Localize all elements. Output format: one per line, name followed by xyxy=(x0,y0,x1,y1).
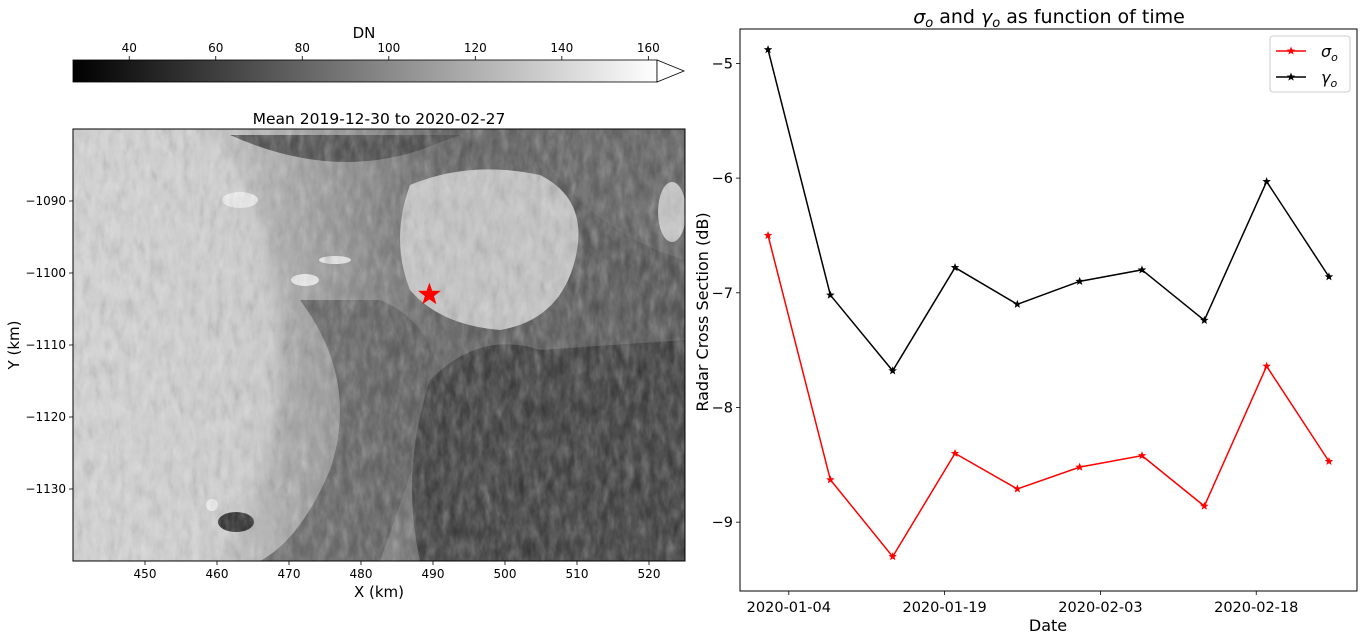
data-point-sigma xyxy=(1324,456,1334,466)
colorbar: DN 40 60 80 100 120 140 160 xyxy=(72,24,686,83)
line-x-tick-label: 2020-01-04 xyxy=(747,600,831,616)
data-point-gamma xyxy=(950,263,960,272)
data-point-sigma xyxy=(1200,501,1209,510)
title-sigma-sub: o xyxy=(925,16,933,31)
left-panel: DN 40 60 80 100 120 140 160 Mean 2019-12-30 to… xyxy=(5,24,686,601)
data-point-gamma xyxy=(1262,177,1271,186)
line-y-tick-label: −8 xyxy=(712,400,733,416)
series-line-gamma xyxy=(767,49,1330,373)
line-x-axis-label: Date xyxy=(1029,616,1067,635)
line-x-tick-label: 2020-02-03 xyxy=(1058,600,1142,616)
image-y-tick-label: −1100 xyxy=(25,266,66,280)
colorbar-tick-label: 120 xyxy=(464,41,487,55)
right-panel: σo and γo as function of time −5−6−7−8−9… xyxy=(693,6,1358,635)
colorbar-tick-label: 100 xyxy=(377,41,400,55)
colorbar-tick-label: 80 xyxy=(295,41,310,55)
legend-label-sigma: σo xyxy=(1321,42,1338,64)
image-x-tick-label: 460 xyxy=(206,567,229,581)
data-point-gamma xyxy=(826,290,835,299)
data-point-sigma xyxy=(826,475,835,484)
image-x-tick-label: 450 xyxy=(134,567,157,581)
line-y-axis-label: Radar Cross Section (dB) xyxy=(693,212,712,411)
title-gamma: γ xyxy=(981,6,994,28)
image-x-axis-label: X (km) xyxy=(354,583,404,601)
line-x-tick-label: 2020-02-18 xyxy=(1214,600,1298,616)
image-y-tick-label: −1120 xyxy=(25,410,66,424)
image-x-tick-label: 490 xyxy=(422,567,445,581)
colorbar-tick-label: 40 xyxy=(122,41,137,55)
colorbar-tick-label: 60 xyxy=(208,41,223,55)
line-y-tick-label: −5 xyxy=(712,56,733,72)
series-line-sigma xyxy=(767,235,1330,558)
line-y-tick-label: −6 xyxy=(712,171,733,187)
line-x-tick-label: 2020-01-19 xyxy=(902,600,986,616)
colorbar-tick-label: 160 xyxy=(637,41,660,55)
data-point-sigma xyxy=(888,552,897,561)
legend-label-gamma: γo xyxy=(1321,68,1337,90)
image-y-axis-label: Y (km) xyxy=(5,321,23,371)
image-y-tick-label: −1110 xyxy=(25,338,66,352)
title-gamma-sub: o xyxy=(992,16,1000,31)
legend-box xyxy=(1269,35,1351,93)
data-point-gamma xyxy=(1324,272,1334,281)
image-x-tick-label: 520 xyxy=(638,567,661,581)
data-point-gamma xyxy=(1137,265,1147,274)
image-x-tick-label: 470 xyxy=(278,567,301,581)
data-point-gamma xyxy=(1013,299,1022,308)
line-plot-frame xyxy=(739,28,1358,592)
colorbar-label: DN xyxy=(353,24,376,42)
data-point-gamma xyxy=(1075,276,1084,285)
line-y-tick-label: −7 xyxy=(712,286,733,302)
data-point-gamma xyxy=(888,366,897,375)
legend: σo γo xyxy=(1269,35,1351,93)
data-point-sigma xyxy=(1262,361,1271,370)
data-point-sigma xyxy=(1013,484,1022,493)
data-point-gamma xyxy=(763,45,773,54)
data-point-sigma xyxy=(950,448,960,458)
sar-image xyxy=(73,129,685,561)
legend-marker-gamma xyxy=(1286,72,1296,81)
title-tail: as function of time xyxy=(1000,6,1185,28)
star-marker-shape xyxy=(417,282,441,305)
legend-marker-sigma xyxy=(1286,46,1296,55)
title-sigma: σ xyxy=(913,6,926,28)
data-point-sigma xyxy=(1075,462,1084,471)
colorbar-tick-label: 140 xyxy=(550,41,573,55)
image-x-tick-label: 510 xyxy=(566,567,589,581)
data-point-sigma xyxy=(763,230,773,240)
data-point-gamma xyxy=(1200,315,1209,324)
data-point-sigma xyxy=(1137,451,1147,460)
title-mid: and xyxy=(933,6,981,28)
line-y-tick-label: −9 xyxy=(712,515,733,531)
line-chart-title: σo and γo as function of time xyxy=(913,6,1185,31)
colorbar-gradient xyxy=(72,59,658,83)
image-x-tick-label: 500 xyxy=(494,567,517,581)
image-y-tick-label: −1090 xyxy=(25,194,66,208)
colorbar-extend-arrow xyxy=(656,59,686,83)
image-y-tick-label: −1130 xyxy=(25,482,66,496)
image-x-tick-label: 480 xyxy=(350,567,373,581)
location-star-marker xyxy=(417,282,441,305)
image-title: Mean 2019-12-30 to 2020-02-27 xyxy=(253,110,506,128)
